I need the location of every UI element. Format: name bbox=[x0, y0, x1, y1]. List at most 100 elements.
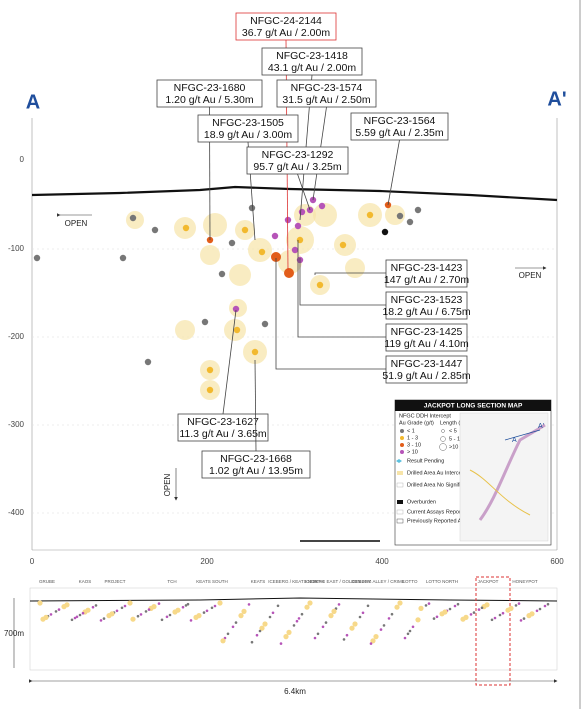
intercept bbox=[339, 241, 347, 249]
overview-dot bbox=[501, 611, 505, 615]
overview-dot bbox=[514, 604, 518, 607]
callout-box bbox=[177, 413, 269, 442]
legend-text: Drilled Area No Significant Value bbox=[407, 482, 486, 488]
overview-dot bbox=[213, 604, 217, 608]
intercept bbox=[119, 254, 127, 262]
overview-dot bbox=[490, 618, 494, 622]
hole-result: 31.5 g/t Au / 2.50m bbox=[282, 94, 370, 106]
overview-dot bbox=[268, 615, 272, 619]
overview-dot bbox=[109, 611, 115, 617]
overview-dot bbox=[250, 640, 254, 644]
intercept bbox=[271, 232, 279, 240]
overview-dot bbox=[379, 628, 383, 631]
intercept bbox=[144, 358, 152, 366]
overview-dot bbox=[258, 629, 262, 633]
overview-dot bbox=[508, 605, 514, 612]
hole-result: 95.7 g/t Au / 3.25m bbox=[253, 161, 341, 173]
overview-dot bbox=[255, 633, 259, 637]
overview-dot bbox=[271, 611, 275, 615]
legend-swatch bbox=[396, 459, 402, 463]
zone-label: TCH bbox=[167, 579, 176, 584]
legend-text: < 1 bbox=[407, 428, 415, 434]
hole-id: NFGC-23-1425 bbox=[391, 326, 463, 338]
halo bbox=[229, 264, 251, 286]
overview-dot bbox=[94, 604, 98, 607]
halo bbox=[385, 205, 405, 225]
zone-label: KAOS bbox=[79, 579, 92, 584]
x-tick-label: 200 bbox=[200, 557, 214, 566]
overview-dot bbox=[115, 609, 119, 613]
legend-swatch bbox=[397, 471, 403, 475]
legend-text: Current Assays Reported bbox=[407, 509, 468, 515]
y-tick-label: -400 bbox=[8, 508, 25, 517]
leader bbox=[275, 258, 386, 370]
legend: JACKPOT LONG SECTION MAP NFGC DDH Interc… bbox=[394, 399, 552, 546]
overview-dot bbox=[484, 602, 490, 608]
overview-dot bbox=[418, 605, 424, 612]
intercept bbox=[33, 254, 41, 262]
overview-dot bbox=[522, 617, 526, 620]
overview-dot bbox=[241, 608, 247, 615]
overview-dot bbox=[328, 613, 334, 619]
legend-swatch bbox=[400, 443, 404, 447]
callout-box bbox=[197, 114, 299, 143]
overview-dot bbox=[276, 604, 280, 608]
zone-label: ICEBERG / KEATS NORTH bbox=[268, 579, 324, 584]
overview-dot bbox=[238, 613, 244, 619]
overview-dot bbox=[448, 607, 452, 611]
inset-road bbox=[469, 469, 531, 516]
overview-dot bbox=[519, 619, 523, 622]
hole-result: 119 g/t Au / 4.10m bbox=[384, 338, 469, 350]
x-tick-label: 600 bbox=[550, 557, 564, 566]
overview-dot bbox=[427, 602, 431, 605]
zone-label: JACKPOT bbox=[478, 579, 499, 584]
hole-result: 43.1 g/t Au / 2.00m bbox=[268, 62, 356, 74]
legend-swatch bbox=[441, 429, 445, 433]
legend-swatch bbox=[400, 450, 404, 454]
overview-dot bbox=[295, 619, 299, 623]
overview-dot bbox=[435, 615, 439, 619]
legend-text: Au Grade (g/t) bbox=[399, 420, 434, 426]
overview-dot bbox=[366, 604, 370, 608]
intercept bbox=[381, 228, 389, 236]
grid: 0 -100 -200 -300 -400 0 200 400 600 bbox=[8, 155, 564, 566]
legend-swatch bbox=[396, 509, 404, 515]
intercept bbox=[228, 239, 236, 247]
overview-dot bbox=[147, 608, 151, 611]
x-tick-label: 400 bbox=[375, 557, 389, 566]
hole-result: 18.2 g/t Au / 6.75m bbox=[382, 306, 470, 318]
overview-dot bbox=[424, 604, 428, 607]
leader bbox=[299, 258, 386, 306]
zone-label: KEATS SOUTH bbox=[196, 579, 227, 584]
overview-dot bbox=[477, 608, 481, 611]
legend-text: < 5 bbox=[449, 428, 457, 434]
callout-box bbox=[350, 112, 449, 141]
legend-text: Result Pending bbox=[407, 458, 444, 464]
overview-dot bbox=[345, 633, 349, 637]
legend-swatch bbox=[397, 500, 403, 504]
overview-dot bbox=[205, 609, 209, 613]
overview-dot bbox=[408, 629, 412, 633]
overview-dot bbox=[283, 634, 289, 640]
overview-dot bbox=[498, 613, 502, 617]
legend-text: 3 - 10 bbox=[407, 442, 421, 448]
overview-dot bbox=[463, 614, 469, 621]
overview-dot bbox=[342, 638, 346, 641]
overview-dot bbox=[324, 621, 328, 624]
intercept bbox=[248, 204, 256, 212]
overview-dot bbox=[91, 605, 95, 609]
inset-section bbox=[504, 429, 541, 441]
intercept bbox=[291, 246, 299, 254]
overview-dot bbox=[369, 642, 373, 645]
hole-id: NFGC-23-1505 bbox=[212, 117, 284, 129]
overview-dot bbox=[120, 606, 124, 610]
callout-box bbox=[385, 259, 468, 288]
intercept bbox=[284, 268, 294, 278]
inset-trend bbox=[478, 423, 546, 521]
intercept bbox=[201, 318, 209, 326]
hole-id: NFGC-23-1574 bbox=[291, 82, 363, 94]
zone-label: ICEBERG ALLEY / CRIME bbox=[351, 579, 404, 584]
overview-dot bbox=[85, 607, 91, 613]
overview-dot bbox=[75, 615, 79, 619]
